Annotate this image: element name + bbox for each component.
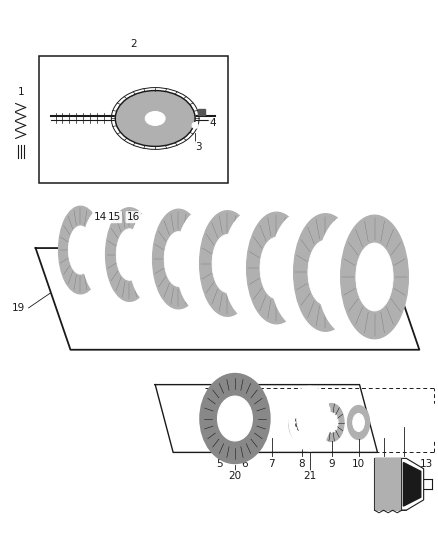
- Ellipse shape: [176, 210, 230, 312]
- Ellipse shape: [270, 213, 332, 328]
- Text: 17: 17: [368, 298, 381, 308]
- Polygon shape: [374, 458, 400, 510]
- Text: 15: 15: [108, 212, 121, 222]
- Ellipse shape: [304, 425, 307, 429]
- Text: 20: 20: [228, 471, 241, 481]
- Ellipse shape: [218, 396, 252, 441]
- Ellipse shape: [296, 414, 307, 432]
- Text: 3: 3: [195, 142, 201, 152]
- Ellipse shape: [296, 423, 299, 426]
- Text: 4: 4: [210, 118, 216, 128]
- Ellipse shape: [353, 414, 364, 432]
- Ellipse shape: [212, 235, 243, 293]
- Ellipse shape: [347, 406, 370, 439]
- Ellipse shape: [296, 418, 299, 422]
- Text: 8: 8: [298, 459, 305, 470]
- Ellipse shape: [92, 228, 117, 277]
- Ellipse shape: [284, 239, 318, 302]
- Ellipse shape: [115, 91, 195, 147]
- Polygon shape: [374, 458, 424, 510]
- Polygon shape: [403, 463, 421, 506]
- Ellipse shape: [82, 207, 128, 297]
- Ellipse shape: [289, 402, 314, 442]
- Text: 5: 5: [217, 459, 223, 470]
- Text: 7: 7: [268, 459, 275, 470]
- Ellipse shape: [117, 229, 143, 280]
- Ellipse shape: [129, 208, 179, 305]
- Ellipse shape: [298, 415, 301, 418]
- Ellipse shape: [325, 413, 338, 432]
- Ellipse shape: [145, 111, 165, 125]
- Text: 2: 2: [130, 39, 137, 49]
- Ellipse shape: [140, 230, 168, 284]
- Ellipse shape: [188, 233, 218, 289]
- Ellipse shape: [419, 409, 434, 435]
- Ellipse shape: [223, 212, 281, 320]
- Ellipse shape: [200, 211, 255, 317]
- Bar: [198, 109, 205, 116]
- Ellipse shape: [152, 209, 205, 309]
- Ellipse shape: [106, 208, 153, 301]
- Text: 16: 16: [127, 212, 140, 222]
- Ellipse shape: [192, 123, 198, 128]
- Ellipse shape: [261, 407, 282, 439]
- Ellipse shape: [301, 427, 304, 431]
- Ellipse shape: [236, 236, 268, 296]
- Text: 10: 10: [352, 459, 365, 470]
- Text: 11: 11: [378, 459, 391, 470]
- Text: 1: 1: [18, 86, 24, 96]
- Ellipse shape: [317, 214, 383, 335]
- Text: 21: 21: [303, 471, 316, 481]
- Ellipse shape: [266, 414, 278, 432]
- Ellipse shape: [297, 399, 323, 439]
- Text: 6: 6: [242, 459, 248, 470]
- Ellipse shape: [304, 421, 308, 424]
- Ellipse shape: [59, 206, 102, 294]
- Ellipse shape: [68, 226, 92, 274]
- Ellipse shape: [247, 212, 307, 324]
- Text: 19: 19: [12, 303, 25, 313]
- Text: 12: 12: [398, 459, 411, 470]
- Ellipse shape: [200, 374, 270, 463]
- Ellipse shape: [289, 386, 330, 450]
- Ellipse shape: [332, 241, 368, 308]
- Ellipse shape: [341, 215, 408, 339]
- Text: 13: 13: [420, 459, 433, 470]
- Text: 18: 18: [390, 298, 403, 308]
- Ellipse shape: [293, 214, 357, 332]
- Ellipse shape: [260, 237, 293, 298]
- Ellipse shape: [319, 403, 344, 441]
- Text: 9: 9: [328, 459, 335, 470]
- Ellipse shape: [356, 243, 393, 311]
- Ellipse shape: [308, 240, 343, 305]
- Ellipse shape: [301, 414, 304, 417]
- Bar: [39, 55, 228, 183]
- Ellipse shape: [298, 427, 301, 430]
- Ellipse shape: [413, 401, 438, 445]
- Ellipse shape: [304, 416, 307, 420]
- Text: 14: 14: [94, 212, 107, 222]
- Ellipse shape: [164, 232, 193, 286]
